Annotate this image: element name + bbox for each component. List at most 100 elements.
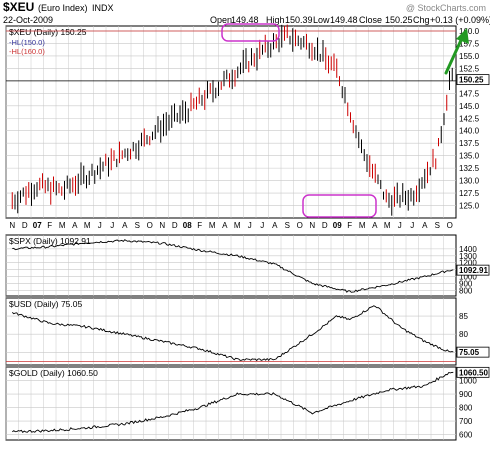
y-tick-label: 900 (459, 390, 473, 399)
open-label: Open (210, 15, 232, 25)
y-tick-label: 142.5 (459, 114, 480, 123)
y-tick-label: 147.5 (459, 89, 480, 98)
last-value-box (456, 264, 490, 276)
green-arrow (444, 28, 469, 75)
series-line (12, 239, 454, 293)
x-tick-label: M (84, 221, 91, 230)
y-tick-label: 700 (459, 417, 473, 426)
panels: 125.0 127.5 130.0 132.5 135.0 137.5 140.0 142.5… (5, 24, 490, 441)
date: 22-Oct-2009 (3, 15, 53, 25)
y-tick-label: 1000 (459, 377, 477, 386)
y-tick-label: 600 (459, 431, 473, 440)
x-tick-label: A (222, 221, 228, 230)
y-tick-label: 80 (459, 330, 468, 339)
legend-hl160: -HL(160.0) (9, 47, 45, 56)
open-value: 149.48 (231, 15, 259, 25)
exchange: INDX (92, 3, 114, 13)
x-tick-label: J (98, 221, 102, 230)
last-value-label: 1092.91 (459, 266, 488, 275)
high-value: 150.39 (285, 15, 313, 25)
x-tick-label: N (159, 221, 165, 230)
chg-value: +0.13 (+0.09%) (430, 15, 490, 25)
y-tick-label: 127.5 (459, 189, 480, 198)
y-tick-label: 140.0 (459, 127, 480, 136)
x-tick-label: A (372, 221, 378, 230)
y-tick-label: 135.0 (459, 152, 480, 161)
y-tick-label: 1000 (459, 273, 477, 282)
y-tick-label: 137.5 (459, 139, 480, 148)
y-tick-label: 160.0 (459, 27, 480, 36)
x-tick-label: O (147, 221, 153, 230)
x-tick-label: M (59, 221, 66, 230)
panel-title: $USD (Daily) 75.05 (9, 299, 82, 309)
y-tick-label: 1200 (459, 259, 477, 268)
x-tick-label: O (297, 221, 303, 230)
x-tick-label: D (172, 221, 178, 230)
last-value-label: 75.05 (459, 348, 480, 357)
watermark: @ StockCharts.com (406, 3, 486, 13)
x-tick-label: S (435, 221, 440, 230)
x-tick-label: O (447, 221, 453, 230)
last-value-box (456, 74, 490, 86)
symbol: $XEU (3, 0, 34, 14)
x-tick-label: A (122, 221, 128, 230)
x-tick-label: N (309, 221, 315, 230)
x-tick-label: D (22, 221, 28, 230)
x-tick-label: J (398, 221, 402, 230)
low-label: Low (313, 15, 330, 25)
legend-hl150: -HL(150.0) (9, 38, 45, 47)
y-tick-label: 1300 (459, 252, 477, 261)
x-tick-label: A (422, 221, 428, 230)
panel-gold: 600 700 800 900 1000 $GOLD (Daily) 1060.50 106… (5, 366, 490, 441)
y-tick-label: 85 (459, 312, 468, 321)
x-tick-label: S (135, 221, 140, 230)
x-tick-label: J (110, 221, 114, 230)
y-tick-label: 145.0 (459, 102, 480, 111)
last-value-label: 150.25 (459, 76, 484, 85)
panel-title: $SPX (Daily) 1092.91 (9, 236, 91, 246)
y-tick-label: 1400 (459, 245, 477, 254)
close-value: 150.25 (385, 15, 413, 25)
x-tick-label: J (260, 221, 264, 230)
last-value-box (456, 366, 490, 378)
last-value-box (456, 346, 490, 358)
top-highlight-box (221, 23, 280, 42)
y-tick-label: 130.0 (459, 177, 480, 186)
y-tick-label: 800 (459, 286, 473, 295)
x-tick-label: 08 (183, 221, 192, 230)
y-tick-label: 152.5 (459, 64, 480, 73)
y-tick-label: 125.0 (459, 202, 480, 211)
x-tick-label: 07 (33, 221, 42, 230)
x-tick-label: M (209, 221, 216, 230)
series-line (12, 371, 454, 433)
x-tick-label: M (234, 221, 241, 230)
low-value: 149.48 (330, 15, 358, 25)
x-tick-label: A (272, 221, 278, 230)
x-tick-label: M (359, 221, 366, 230)
close-label: Close (359, 15, 382, 25)
x-tick-label: N (9, 221, 15, 230)
panel-spx: 80090010001100120013001400$SPX (Daily) 1… (5, 234, 490, 297)
chg-label: Chg (413, 15, 430, 25)
y-tick-label: 155.0 (459, 52, 480, 61)
index-name: (Euro Index) (38, 3, 88, 13)
x-tick-label: 09 (333, 221, 342, 230)
panel-main: 125.0 127.5 130.0 132.5 135.0 137.5 140.0 142.5… (5, 24, 490, 230)
series-line (12, 305, 454, 362)
x-tick-label: F (197, 221, 202, 230)
panel-title: $XEU (Daily) 150.25 (9, 27, 87, 37)
x-tick-label: F (47, 221, 52, 230)
x-tick-label: S (285, 221, 290, 230)
x-tick-label: M (384, 221, 391, 230)
x-tick-label: A (72, 221, 78, 230)
x-tick-label: J (248, 221, 252, 230)
panel-title: $GOLD (Daily) 1060.50 (9, 368, 98, 378)
x-tick-label: J (410, 221, 414, 230)
high-label: High (266, 15, 285, 25)
y-tick-label: 132.5 (459, 164, 480, 173)
y-tick-label: 157.5 (459, 39, 480, 48)
last-value-label: 1060.50 (459, 368, 488, 377)
